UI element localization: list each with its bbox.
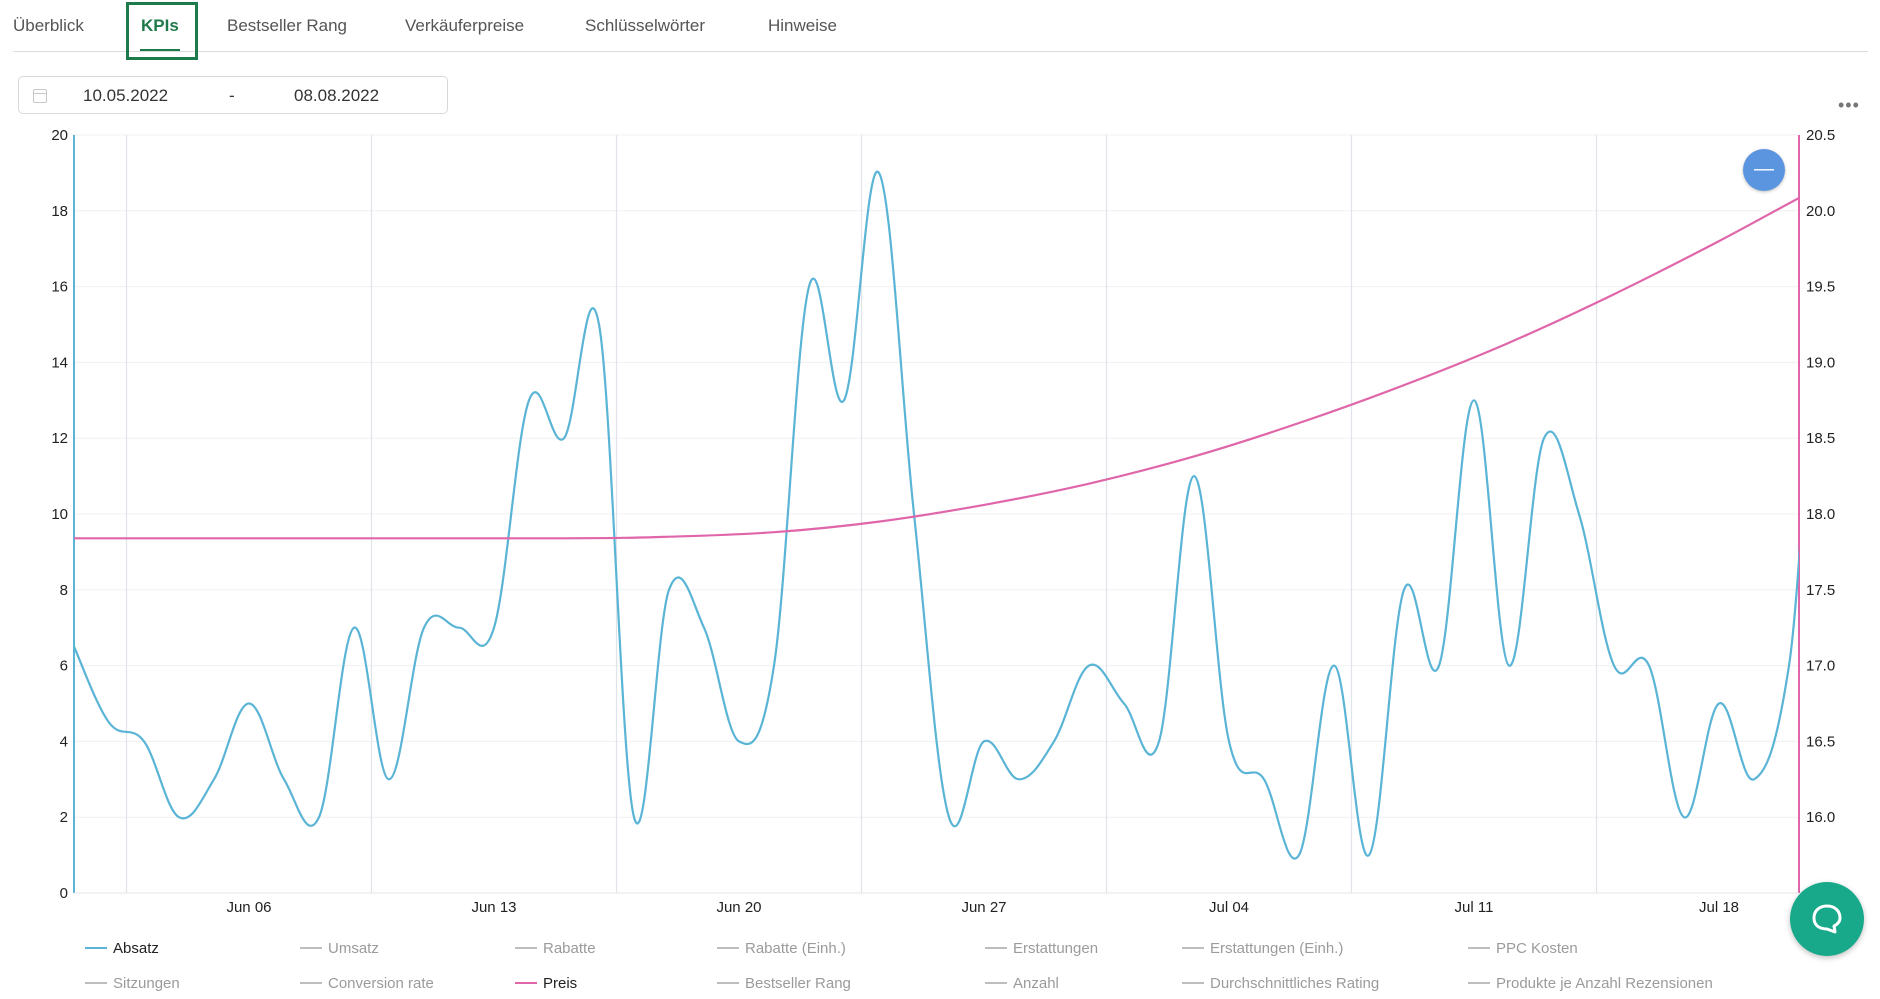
- legend-swatch: [300, 946, 322, 949]
- legend-swatch: [85, 946, 107, 949]
- legend-label: Bestseller Rang: [745, 975, 851, 992]
- x-tick-label: Jun 20: [716, 899, 761, 916]
- y-left-tick-label: 2: [60, 809, 68, 826]
- y-right-tick-label: 17.5: [1806, 582, 1835, 599]
- y-right-tick-label: 19.5: [1806, 279, 1835, 296]
- tab-bar: Überblick KPIs Bestseller Rang Verkäufer…: [13, 0, 1868, 52]
- y-right-tick-label: 18.5: [1806, 430, 1835, 447]
- legend-item[interactable]: Bestseller Rang: [717, 975, 851, 992]
- more-horizontal-icon[interactable]: •••: [1838, 95, 1860, 115]
- legend-item[interactable]: Anzahl: [985, 975, 1059, 992]
- y-left-tick-label: 20: [51, 127, 68, 144]
- legend-item[interactable]: Preis: [515, 975, 577, 992]
- legend-label: Durchschnittliches Rating: [1210, 975, 1380, 992]
- y-left-tick-label: 18: [51, 203, 68, 220]
- legend-swatch: [985, 946, 1007, 949]
- y-left-tick-label: 16: [51, 279, 68, 296]
- x-tick-label: Jun 13: [471, 899, 516, 916]
- legend-label: Rabatte: [543, 940, 596, 957]
- y-left-tick-label: 14: [51, 354, 68, 371]
- legend-label: Erstattungen (Einh.): [1210, 940, 1344, 957]
- calendar-icon: [33, 89, 47, 103]
- legend-swatch: [85, 981, 107, 984]
- date-separator: -: [229, 86, 235, 105]
- legend-label: Sitzungen: [113, 975, 180, 992]
- tab-bestseller-rang[interactable]: Bestseller Rang: [227, 16, 348, 35]
- y-left-tick-label: 8: [60, 582, 68, 599]
- legend-item[interactable]: Absatz: [85, 940, 159, 957]
- y-right-tick-label: 16.5: [1806, 733, 1835, 750]
- x-tick-label: Jul 11: [1455, 899, 1494, 916]
- legend-item[interactable]: Sitzungen: [85, 975, 180, 992]
- legend-label: Anzahl: [1013, 975, 1059, 992]
- legend-swatch: [1468, 981, 1490, 984]
- x-tick-label: Jul 04: [1209, 899, 1249, 916]
- y-right-tick-label: 16.0: [1806, 809, 1835, 826]
- y-right-tick-label: 20.0: [1806, 203, 1835, 220]
- tab-kpis[interactable]: KPIs: [141, 16, 179, 35]
- chat-bubble-icon: [1812, 904, 1842, 934]
- legend-swatch: [1468, 946, 1490, 949]
- legend-swatch: [985, 981, 1007, 984]
- y-left-tick-label: 10: [51, 506, 68, 523]
- legend-item[interactable]: PPC Kosten: [1468, 940, 1578, 957]
- legend-swatch: [1182, 946, 1204, 949]
- legend-item[interactable]: Erstattungen: [985, 940, 1098, 957]
- y-right-tick-label: 17.0: [1806, 658, 1835, 675]
- legend-item[interactable]: Durchschnittliches Rating: [1182, 975, 1379, 992]
- legend-item[interactable]: Umsatz: [300, 940, 379, 957]
- y-right-tick-label: 19.0: [1806, 354, 1835, 371]
- x-tick-label: Jul 18: [1699, 899, 1739, 916]
- active-tab-highlight: [126, 2, 198, 60]
- chart-legend: Absatz Umsatz Rabatte Rabatte (Einh.) Erstat…: [0, 930, 1800, 999]
- legend-swatch: [1182, 981, 1204, 984]
- legend-swatch: [515, 946, 537, 949]
- legend-label: Conversion rate: [328, 975, 434, 992]
- kpi-line-chart: 0 2 4 6 8 10 12 14 16 18 20 16.0 16.5 17.0 17.5 18.0 18…: [51, 127, 1835, 916]
- date-range-picker[interactable]: 10.05.2022 - 08.08.2022: [18, 76, 448, 114]
- legend-label: Umsatz: [328, 940, 379, 957]
- active-tab-underline: [140, 49, 180, 51]
- legend-swatch: [300, 981, 322, 984]
- x-tick-label: Jun 06: [226, 899, 271, 916]
- y-right-tick-label: 18.0: [1806, 506, 1835, 523]
- legend-swatch: [515, 981, 537, 984]
- legend-item[interactable]: Conversion rate: [300, 975, 434, 992]
- legend-label: Produkte je Anzahl Rezensionen: [1496, 975, 1713, 992]
- series-line-preis: [74, 196, 1799, 540]
- y-left-tick-label: 4: [60, 733, 68, 750]
- legend-item[interactable]: Produkte je Anzahl Rezensionen: [1468, 975, 1713, 992]
- date-start-input[interactable]: 10.05.2022: [83, 86, 169, 105]
- tab-schluesselwoerter[interactable]: Schlüsselwörter: [585, 16, 705, 35]
- tab-ueberblick[interactable]: Überblick: [13, 16, 84, 35]
- legend-label: Preis: [543, 975, 578, 992]
- legend-swatch: [717, 981, 739, 984]
- minus-icon: —: [1754, 158, 1774, 180]
- legend-label: Erstattungen: [1013, 940, 1099, 957]
- legend-label: Absatz: [113, 940, 159, 957]
- series-line-absatz: [74, 170, 1799, 860]
- legend-item[interactable]: Erstattungen (Einh.): [1182, 940, 1343, 957]
- date-end-input[interactable]: 08.08.2022: [294, 86, 380, 105]
- legend-label: Rabatte (Einh.): [745, 940, 846, 957]
- y-left-tick-label: 6: [60, 658, 68, 675]
- minus-button[interactable]: —: [1743, 149, 1785, 191]
- tab-verkaeuferpreise[interactable]: Verkäuferpreise: [405, 16, 525, 35]
- legend-swatch: [717, 946, 739, 949]
- chat-button[interactable]: [1790, 882, 1864, 956]
- y-left-tick-label: 0: [60, 885, 68, 902]
- legend-item[interactable]: Rabatte (Einh.): [717, 940, 846, 957]
- x-tick-label: Jun 27: [961, 899, 1006, 916]
- legend-item[interactable]: Rabatte: [515, 940, 596, 957]
- y-left-tick-label: 12: [51, 430, 68, 447]
- tab-hinweise[interactable]: Hinweise: [768, 16, 837, 35]
- legend-label: PPC Kosten: [1496, 940, 1578, 957]
- y-right-tick-label: 20.5: [1806, 127, 1835, 144]
